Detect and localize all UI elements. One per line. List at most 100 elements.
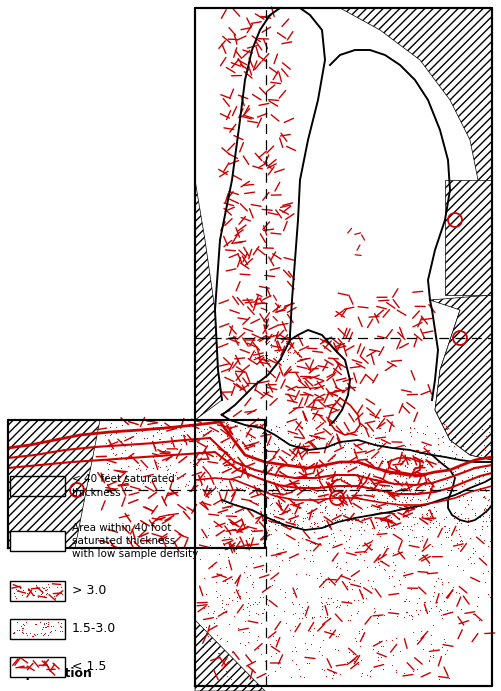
- Point: [322, 546, 330, 557]
- Point: [457, 536, 465, 547]
- Point: [269, 473, 277, 484]
- Point: [253, 518, 261, 529]
- Point: [389, 523, 397, 534]
- Point: [341, 437, 349, 448]
- Point: [435, 449, 443, 460]
- Point: [246, 433, 255, 444]
- Point: [192, 441, 200, 452]
- Point: [436, 574, 444, 585]
- Point: [121, 484, 129, 495]
- Point: [442, 422, 450, 433]
- Point: [282, 481, 290, 492]
- Point: [300, 672, 308, 683]
- Point: [388, 509, 396, 520]
- Point: [310, 496, 318, 507]
- Point: [447, 446, 455, 457]
- Point: [295, 439, 303, 451]
- Point: [391, 665, 399, 676]
- Point: [257, 502, 265, 513]
- Point: [203, 481, 211, 492]
- Point: [269, 437, 277, 448]
- Point: [391, 633, 399, 644]
- Point: [297, 421, 305, 432]
- Point: [42, 617, 50, 628]
- Point: [257, 618, 265, 629]
- Point: [452, 560, 460, 571]
- Point: [280, 419, 288, 430]
- Point: [405, 423, 413, 434]
- Point: [355, 641, 363, 652]
- Point: [416, 452, 424, 463]
- Point: [479, 443, 487, 454]
- Point: [199, 475, 207, 486]
- Point: [442, 424, 450, 435]
- Point: [403, 507, 411, 518]
- Point: [223, 598, 231, 609]
- Point: [448, 582, 456, 593]
- Point: [180, 430, 188, 442]
- Point: [454, 529, 462, 540]
- Point: [107, 443, 115, 454]
- Point: [198, 641, 206, 652]
- Point: [343, 493, 351, 504]
- Polygon shape: [194, 8, 221, 420]
- Point: [308, 630, 316, 641]
- Point: [370, 451, 378, 462]
- Point: [270, 574, 278, 585]
- Point: [275, 480, 283, 491]
- Point: [468, 609, 476, 620]
- Point: [199, 471, 207, 482]
- Point: [328, 666, 336, 677]
- Point: [337, 457, 345, 468]
- Point: [291, 357, 299, 368]
- Point: [309, 623, 317, 634]
- Point: [37, 588, 45, 599]
- Point: [408, 493, 416, 504]
- Point: [220, 576, 228, 587]
- Point: [409, 518, 417, 529]
- Point: [19, 585, 27, 596]
- Point: [439, 419, 447, 430]
- Point: [484, 509, 492, 520]
- Point: [298, 471, 306, 482]
- Point: [289, 598, 297, 609]
- Point: [319, 581, 327, 592]
- Point: [132, 428, 140, 439]
- Point: [283, 484, 291, 495]
- Point: [424, 605, 432, 616]
- Point: [226, 674, 234, 685]
- Point: [335, 562, 343, 573]
- Point: [345, 533, 353, 545]
- Point: [347, 584, 355, 595]
- Point: [388, 556, 396, 567]
- Point: [307, 549, 315, 560]
- Point: [328, 540, 336, 551]
- Point: [102, 437, 110, 448]
- Point: [301, 513, 309, 524]
- Point: [428, 477, 436, 489]
- Point: [484, 493, 492, 504]
- Point: [308, 556, 316, 567]
- Point: [372, 456, 380, 467]
- Point: [443, 498, 451, 509]
- Point: [354, 439, 362, 450]
- Point: [380, 426, 388, 437]
- Point: [217, 595, 225, 606]
- Point: [421, 440, 429, 451]
- Point: [222, 448, 230, 459]
- Point: [396, 424, 404, 435]
- Point: [109, 448, 117, 459]
- Point: [342, 657, 350, 668]
- Point: [252, 498, 260, 509]
- Point: [466, 491, 474, 502]
- Point: [464, 474, 472, 485]
- Point: [111, 428, 119, 439]
- Point: [321, 670, 329, 681]
- Point: [387, 495, 395, 507]
- Point: [19, 627, 27, 638]
- Point: [244, 533, 253, 544]
- Point: [411, 502, 419, 513]
- Point: [317, 464, 325, 475]
- Point: [249, 417, 257, 428]
- Point: [323, 435, 331, 446]
